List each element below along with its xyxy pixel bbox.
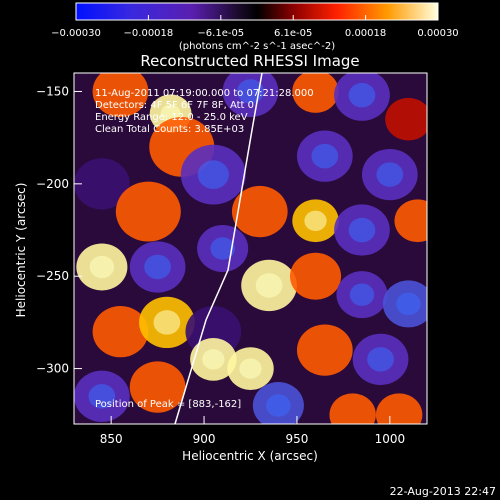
heat-blob-core [144,254,171,280]
solar-limb-curve [174,73,263,424]
colorbar-tick-label: −0.00030 [51,28,101,39]
colorbar-units-label: (photons cm^-2 s^-1 asec^-2) [179,41,335,52]
heat-blob-core [376,162,404,187]
colorbar-ticks: −0.00030 −0.00018 −6.1e-05 6.1e-05 0.00018 0.… [51,15,459,39]
heat-blob-core [153,310,181,335]
heat-blob-core [88,384,116,409]
annotation-block: 11-Aug-2011 07:19:00.000 to 07:21:28.000… [95,88,314,410]
heat-blob-core [311,143,339,169]
heat-blob [375,393,423,424]
x-tick-label: 1000 [375,432,406,446]
colorbar-tick-label: 6.1e-05 [274,28,312,39]
heatmap-plot [73,72,428,425]
heat-blob [289,252,342,300]
annotation-peak: Position of Peak = [883,-162] [95,399,241,410]
heat-blob-core [348,217,376,243]
heat-blob [92,305,149,358]
heat-blob [129,361,186,413]
y-tick-label: −250 [36,269,69,283]
heat-blob-core [197,160,229,189]
y-tick-label: −150 [36,84,69,98]
heat-blob-core [202,349,225,370]
colorbar-tick-label: −6.1e-05 [197,28,244,39]
colorbar-tick-label: −0.00018 [124,28,174,39]
heat-blob-core [367,347,394,372]
x-tick-label: 850 [100,432,123,446]
colorbar [75,2,439,21]
heat-blob [296,324,353,376]
y-tick-label: −200 [36,177,69,191]
heat-blob-core [304,210,327,232]
heat-blob [385,97,427,141]
heat-blob [231,185,288,238]
heat-blob-core [266,394,291,417]
x-axis-label: Heliocentric X (arcsec) [182,449,318,463]
colorbar-tick-label: 0.00030 [417,28,458,39]
x-tick-label: 950 [285,432,308,446]
annotation-detectors: Detectors: 4F 5F 6F 7F 8F, Att 0 [95,100,254,111]
heat-blob [92,73,149,118]
axes: 850 900 950 1000 −150 −200 −250 −300 [36,84,405,446]
heatmap-image [74,73,427,424]
heat-blob-core [210,237,235,260]
chart-title: Reconstructed RHESSI Image [140,52,359,70]
y-tick-label: −300 [36,362,69,376]
y-axis-label: Heliocentric Y (arcsec) [14,183,28,318]
heat-blob-core [348,82,376,108]
annotation-time: 11-Aug-2011 07:19:00.000 to 07:21:28.000 [95,88,314,99]
heat-blob-core [255,273,283,298]
heat-blob-core [89,255,115,279]
heat-blob [292,73,339,113]
annotation-energy: Energy Range: 12.0 - 25.0 keV [95,112,248,123]
heat-blob [329,393,376,424]
footer-date: 22-Aug-2013 22:47 [390,485,496,498]
heat-blob-core [349,283,375,306]
annotation-clean: Clean Total Counts: 3.85E+03 [95,124,244,135]
heat-blob [74,158,130,210]
heat-blob-core [396,292,421,316]
heat-blob-core [239,358,262,379]
heat-blob [115,181,181,242]
heat-blob [394,199,427,243]
colorbar-tick-label: 0.00018 [345,28,386,39]
x-tick-label: 900 [193,432,216,446]
